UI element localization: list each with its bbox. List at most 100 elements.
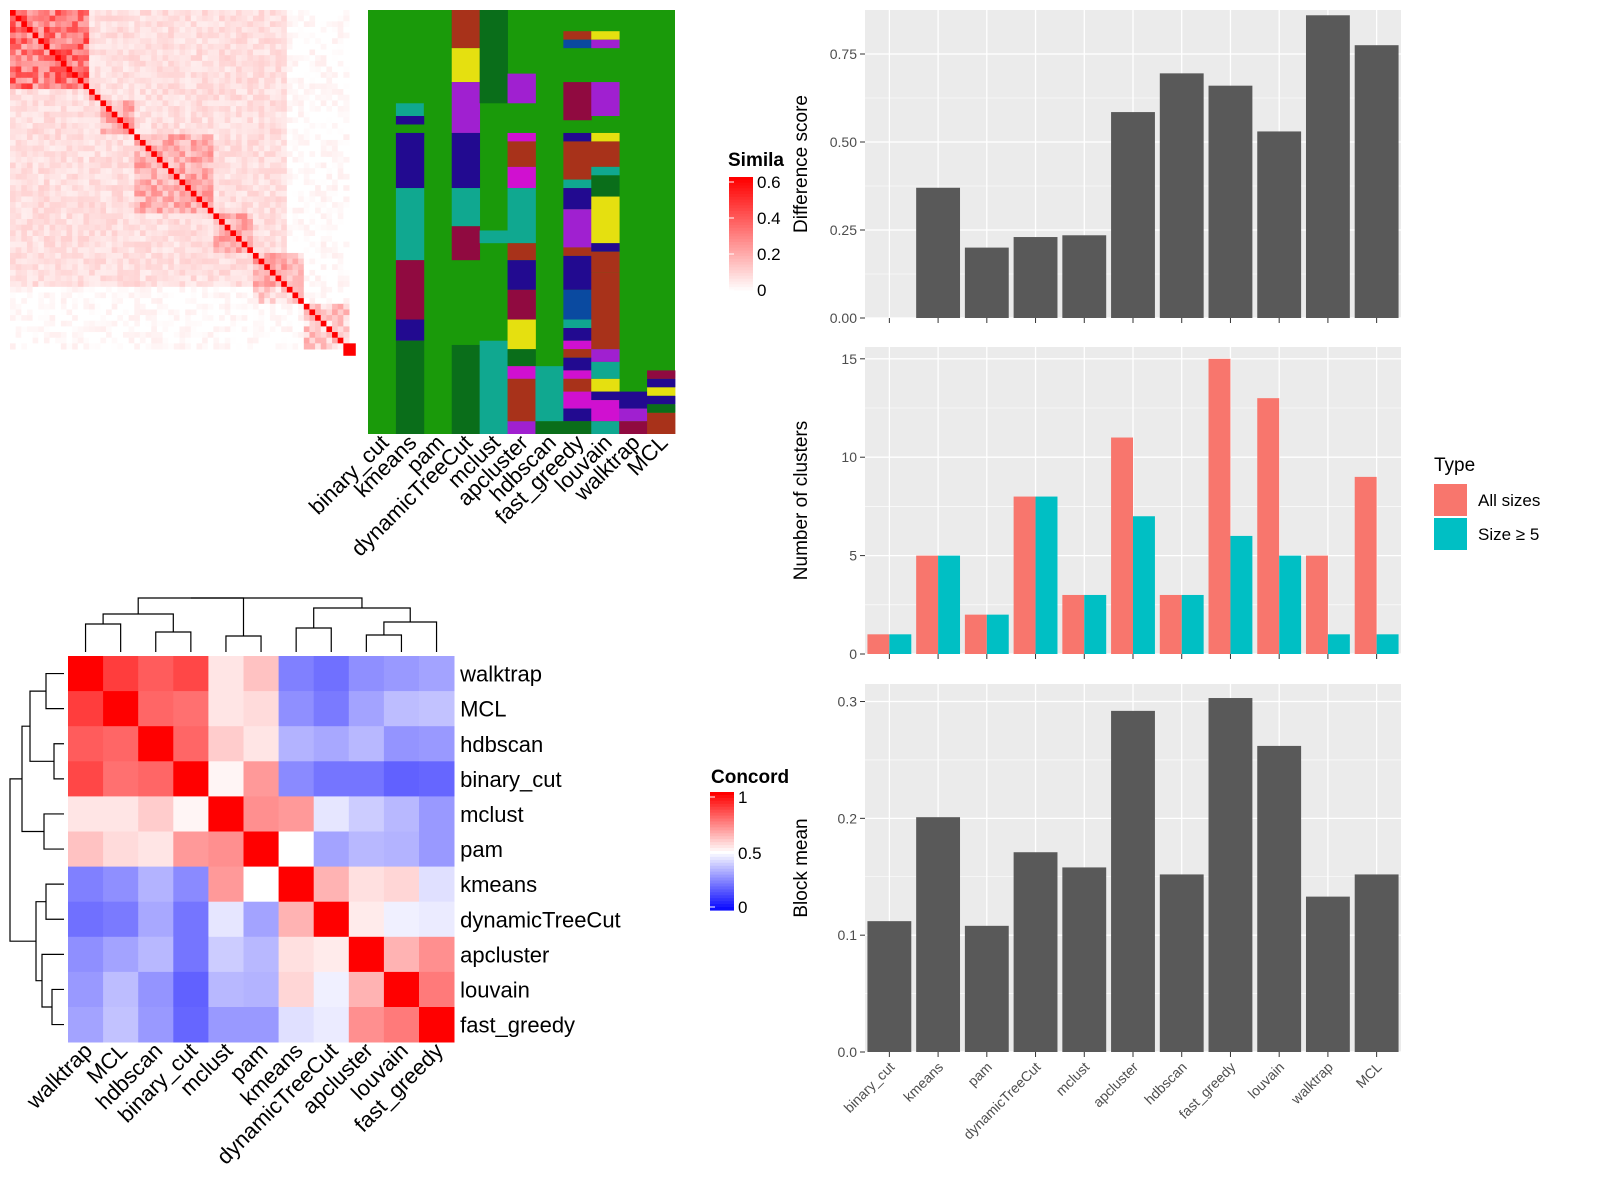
similarity-cell	[269, 89, 277, 96]
similarity-cell	[156, 49, 164, 56]
membership-segment-fast_greedy	[563, 188, 592, 210]
similarity-cell	[326, 168, 333, 175]
similarity-cell	[309, 55, 316, 62]
similarity-cell	[269, 230, 277, 237]
similarity-cell	[236, 21, 243, 28]
similarity-cell	[258, 292, 265, 299]
similarity-cell	[106, 236, 113, 243]
similarity-cell	[111, 337, 118, 344]
similarity-cell	[190, 94, 197, 101]
similarity-cell	[332, 55, 339, 62]
similarity-cell	[292, 89, 299, 96]
similarity-cell	[281, 106, 288, 113]
similarity-cell	[94, 145, 101, 152]
similarity-cell	[162, 264, 169, 271]
similarity-cell	[185, 32, 192, 39]
similarity-cell	[117, 332, 124, 339]
similarity-cell	[207, 10, 214, 17]
similarity-cell	[230, 38, 237, 45]
similarity-cell	[213, 49, 220, 56]
similarity-cell	[117, 134, 124, 141]
similarity-cell	[168, 292, 175, 299]
similarity-cell	[100, 123, 107, 130]
similarity-cell	[309, 343, 316, 350]
similarity-cell	[72, 43, 79, 51]
similarity-cell	[332, 123, 339, 130]
similarity-cell	[298, 43, 305, 51]
similarity-cell	[168, 134, 175, 141]
similarity-cell	[281, 315, 288, 322]
similarity-cell	[343, 156, 350, 164]
similarity-cell	[196, 151, 203, 158]
similarity-cell	[173, 213, 180, 220]
similarity-cell	[241, 117, 248, 124]
similarity-cell	[162, 281, 169, 288]
similarity-cell	[123, 264, 130, 271]
similarity-cell	[281, 264, 288, 271]
similarity-cell	[128, 281, 135, 288]
similarity-cell	[247, 100, 254, 107]
similarity-cell	[21, 252, 28, 260]
similarity-cell	[100, 269, 107, 277]
similarity-cell	[83, 173, 90, 180]
similarity-cell	[106, 326, 113, 333]
similarity-cell	[303, 173, 310, 180]
similarity-cell	[77, 326, 84, 333]
similarity-cell	[224, 219, 231, 226]
similarity-cell	[247, 202, 254, 209]
legend-gradient-step	[710, 818, 734, 823]
similarity-cell	[303, 77, 310, 84]
membership-segment-kmeans	[395, 116, 425, 125]
similarity-cell	[196, 252, 203, 260]
similarity-cell	[77, 100, 84, 107]
similarity-cell	[128, 117, 135, 124]
similarity-cell	[252, 298, 260, 305]
similarity-cell	[202, 298, 209, 305]
similarity-cell	[315, 258, 322, 265]
similarity-cell	[213, 100, 220, 107]
similarity-cell	[77, 49, 84, 56]
similarity-cell	[10, 151, 17, 158]
similarity-cell	[89, 185, 96, 192]
similarity-cell	[106, 134, 113, 141]
similarity-cell	[303, 156, 310, 164]
similarity-cell	[236, 281, 243, 288]
similarity-cell	[83, 236, 90, 243]
similarity-cell	[252, 151, 260, 158]
similarity-cell	[292, 66, 299, 73]
similarity-cell	[252, 315, 260, 322]
similarity-cell	[224, 292, 231, 299]
similarity-cell	[139, 139, 147, 147]
similarity-cell	[332, 275, 339, 282]
similarity-cell	[207, 207, 214, 214]
similarity-cell	[292, 162, 299, 169]
similarity-cell	[89, 49, 96, 56]
similarity-cell	[134, 286, 141, 293]
similarity-cell	[258, 83, 265, 90]
similarity-cell	[162, 252, 169, 260]
similarity-cell	[15, 117, 22, 124]
similarity-cell	[168, 337, 175, 344]
similarity-cell	[224, 213, 231, 220]
similarity-cell	[281, 117, 288, 124]
similarity-cell	[49, 77, 56, 84]
similarity-cell	[224, 123, 231, 130]
similarity-cell	[128, 332, 135, 339]
similarity-cell	[207, 128, 214, 135]
similarity-cell	[224, 269, 231, 277]
similarity-cell	[252, 275, 260, 282]
similarity-cell	[94, 43, 101, 51]
similarity-cell	[60, 258, 67, 265]
similarity-cell	[123, 292, 130, 299]
similarity-cell	[286, 77, 293, 84]
similarity-cell	[258, 89, 265, 96]
similarity-cell	[128, 309, 135, 316]
similarity-cell	[252, 303, 260, 310]
similarity-cell	[179, 145, 186, 152]
similarity-cell	[320, 43, 327, 51]
similarity-cell	[303, 343, 310, 350]
similarity-cell	[241, 134, 248, 141]
similarity-cell	[236, 292, 243, 299]
similarity-cell	[162, 309, 169, 316]
similarity-cell	[173, 162, 180, 169]
